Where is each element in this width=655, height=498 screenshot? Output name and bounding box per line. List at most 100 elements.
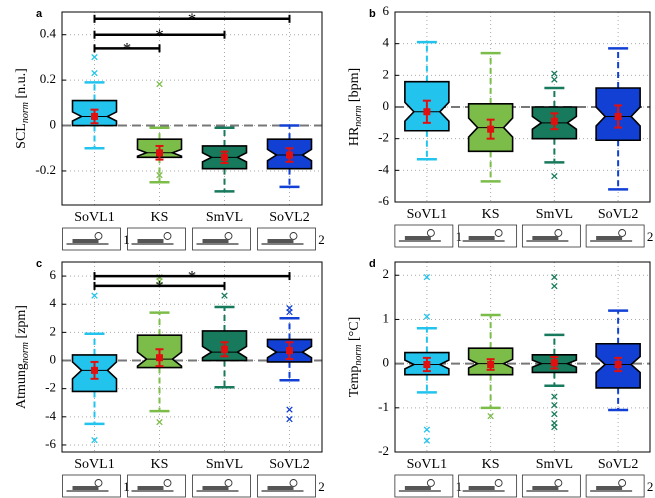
figure: -0.2 0 0.2 0.4 × × SoVL1 1 × × KS SmVL SoVL2 2 * * * a SCL…	[0, 0, 655, 498]
x-tick-label: SoVL2	[269, 210, 309, 225]
x-tick-label: KS	[151, 457, 169, 472]
y-axis-label: Tempnorm [°C]	[347, 317, 364, 398]
icon-body	[596, 236, 622, 240]
panel-letter: b	[369, 8, 376, 20]
y-tick-label: -2	[378, 130, 389, 145]
y-tick-label: 4	[50, 295, 57, 310]
x-tick-label: KS	[482, 457, 500, 472]
icon-body	[596, 486, 622, 490]
icon-body	[138, 486, 164, 490]
icon-body	[405, 486, 431, 490]
outlier: ×	[550, 421, 559, 434]
outlier: ×	[550, 170, 559, 183]
x-tick-label: SoVL2	[269, 457, 309, 472]
y-axis-label: SCLnorm [n.u.]	[14, 68, 31, 149]
y-tick-label: 0.4	[40, 26, 57, 41]
y-label-base: Temp	[347, 366, 362, 398]
y-tick-label: 6	[383, 3, 390, 18]
y-tick-label: 0	[50, 352, 57, 367]
icon-body	[73, 239, 99, 243]
x-tick-label: SmVL	[206, 210, 243, 225]
y-label-base: Atmung	[14, 363, 29, 409]
icon-head	[225, 233, 232, 240]
y-tick-label: 0	[383, 98, 390, 113]
y-tick-label: 0	[50, 117, 57, 132]
panel-letter: c	[36, 258, 42, 270]
y-tick-label: 0.2	[40, 71, 56, 86]
mean-marker	[221, 154, 228, 161]
icon-head	[427, 480, 434, 487]
icon-label: 2	[647, 479, 654, 494]
y-tick-label: -6	[45, 436, 56, 451]
icon-body	[469, 236, 495, 240]
y-tick-label: 0	[383, 355, 390, 370]
x-tick-label: SoVL1	[74, 210, 114, 225]
outlier: ×	[155, 168, 164, 181]
x-tick-label: SmVL	[206, 457, 243, 472]
mean-marker	[615, 113, 622, 120]
icon-body	[203, 239, 229, 243]
y-label-unit: [n.u.]	[14, 68, 29, 102]
significance: *	[188, 10, 197, 29]
outlier: ×	[90, 66, 99, 79]
y-tick-label: 2	[383, 266, 390, 281]
outlier: ×	[422, 434, 431, 447]
x-tick-label: KS	[482, 207, 500, 222]
icon-head	[619, 480, 626, 487]
mean-marker	[551, 118, 558, 125]
mean-marker	[286, 152, 293, 159]
icon-label: 1	[123, 232, 130, 247]
x-tick-label: SoVL1	[407, 457, 447, 472]
y-axis-label: Atmungnorm [zpm]	[14, 305, 31, 409]
icon-head	[225, 480, 232, 487]
icon-body	[268, 239, 294, 243]
icon-label: 2	[647, 229, 654, 244]
x-tick-label: SoVL1	[74, 457, 114, 472]
y-tick-label: -4	[45, 408, 56, 423]
outlier: ×	[422, 270, 431, 283]
icon-body	[73, 486, 99, 490]
y-tick-label: 6	[50, 267, 57, 282]
mean-marker	[423, 361, 430, 368]
icon-head	[164, 233, 171, 240]
y-label-sub: norm	[20, 342, 31, 363]
icon-head	[290, 480, 297, 487]
y-label-unit: [°C]	[347, 317, 362, 345]
outlier: ×	[90, 289, 99, 302]
x-tick-label: SmVL	[536, 207, 573, 222]
outlier: ×	[285, 306, 294, 319]
outlier: ×	[155, 415, 164, 428]
icon-body	[203, 486, 229, 490]
icon-head	[427, 230, 434, 237]
mean-marker	[91, 113, 98, 120]
outlier: ×	[550, 73, 559, 86]
panel: -6-4-20246××SoVL11×××KS×SmVL××××SoVL22**…	[14, 258, 325, 497]
x-tick-label: KS	[151, 210, 169, 225]
significance: *	[188, 267, 197, 286]
outlier: ×	[90, 50, 99, 63]
y-tick-label: 2	[50, 323, 57, 338]
icon-label: 2	[318, 232, 325, 247]
icon-head	[290, 233, 297, 240]
y-tick-label: -1	[378, 399, 389, 414]
mean-marker	[487, 361, 494, 368]
outlier: ×	[90, 434, 99, 447]
y-label-sub: norm	[20, 102, 31, 123]
x-tick-label: SmVL	[536, 457, 573, 472]
mean-marker	[551, 359, 558, 366]
icon-head	[555, 480, 562, 487]
outlier: ×	[220, 289, 229, 302]
y-tick-label: -2	[45, 380, 56, 395]
y-tick-label: -0.2	[35, 162, 56, 177]
x-tick-label: SoVL2	[598, 207, 638, 222]
icon-body	[138, 239, 164, 243]
y-label-base: SCL	[14, 123, 29, 149]
outlier: ×	[550, 279, 559, 292]
significance: *	[155, 277, 164, 296]
panel-letter: a	[36, 8, 43, 20]
y-label-sub: norm	[353, 344, 364, 365]
icon-body	[405, 236, 431, 240]
mean-marker	[286, 347, 293, 354]
